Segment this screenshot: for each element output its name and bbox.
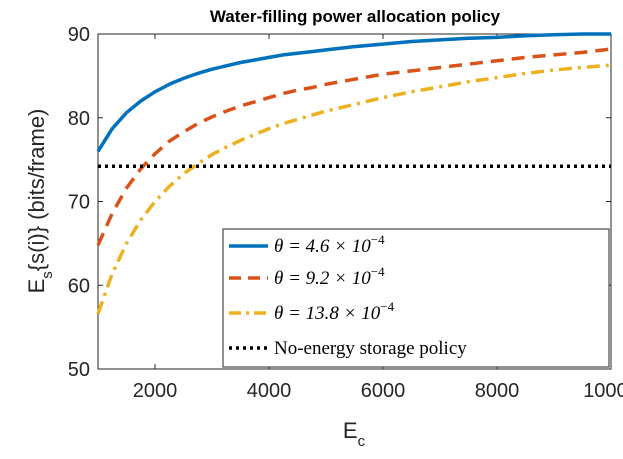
legend-exponent: −4 [371, 232, 385, 247]
legend-entry: θ = 9.2 × 10−4 [229, 264, 385, 289]
x-tick-label: 4000 [247, 380, 292, 402]
y-tick-label: 90 [68, 24, 90, 46]
svg-text:θ = 9.2 × 10−4: θ = 9.2 × 10−4 [274, 264, 385, 289]
x-tick-label: 2000 [133, 380, 178, 402]
y-axis-label: Es{s(i)} (bits/frame) [24, 109, 56, 294]
legend-entry: θ = 4.6 × 10−4 [229, 232, 385, 257]
y-axis-label-sub: s [39, 271, 56, 279]
x-axis-label: Ec [343, 418, 366, 450]
chart-title: Water-filling power allocation policy [210, 7, 501, 26]
y-tick-label: 70 [68, 192, 90, 214]
series-group [96, 32, 612, 315]
legend-label: θ = 4.6 × 10 [274, 236, 371, 257]
legend-box [222, 228, 610, 368]
svg-text:θ = 4.6 × 10−4: θ = 4.6 × 10−4 [274, 232, 385, 257]
svg-text:Es{s(i)} (bits/frame): Es{s(i)} (bits/frame) [24, 109, 56, 294]
y-axis-label-main: E [24, 279, 49, 294]
x-tick-label: 6000 [361, 380, 406, 402]
x-axis-label-sub: c [358, 433, 366, 450]
x-axis-label-main: E [343, 418, 358, 443]
y-tick-label: 50 [68, 359, 90, 381]
legend: θ = 4.6 × 10−4 θ = 9.2 × 10−4 θ = 13.8 ×… [222, 228, 610, 368]
legend-exponent: −4 [371, 264, 385, 279]
legend-label: θ = 13.8 × 10 [274, 303, 381, 324]
svg-text:Ec: Ec [343, 418, 366, 450]
legend-entry: No-energy storage policy [229, 338, 467, 359]
legend-exponent: −4 [380, 299, 394, 314]
y-axis-label-rest: {s(i)} (bits/frame) [24, 109, 49, 272]
legend-entry: θ = 13.8 × 10−4 [229, 299, 395, 324]
svg-text:θ = 13.8 × 10−4: θ = 13.8 × 10−4 [274, 299, 395, 324]
y-tick-label: 80 [68, 108, 90, 130]
legend-label: No-energy storage policy [274, 338, 467, 359]
x-tick-label: 8000 [475, 380, 520, 402]
legend-label: θ = 9.2 × 10 [274, 268, 371, 289]
x-tick-label: 10000 [583, 380, 623, 402]
series-line [96, 32, 611, 153]
axis-ticks: 2000 4000 6000 8000 10000 50 60 70 80 90 [68, 24, 623, 402]
y-tick-label: 60 [68, 275, 90, 297]
series-line [96, 63, 612, 315]
series-line [96, 47, 612, 246]
